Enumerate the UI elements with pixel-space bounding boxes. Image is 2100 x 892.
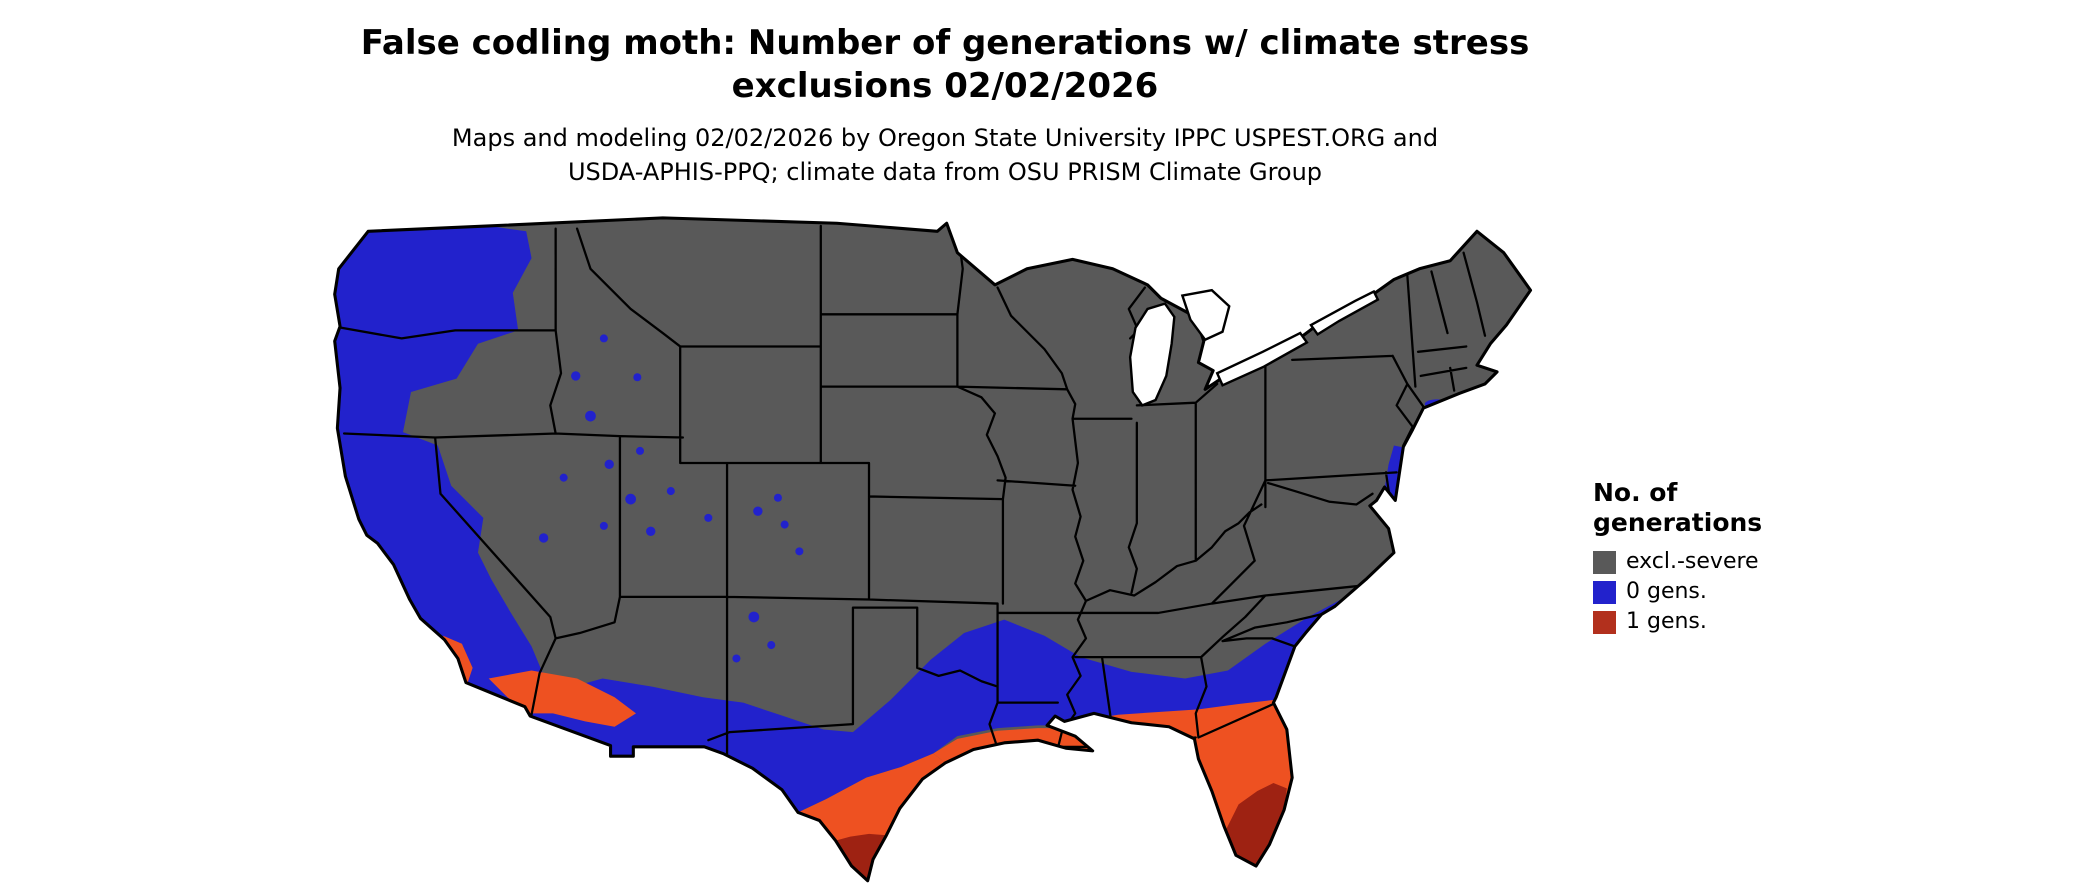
- region-1-gens-south-florida: [1226, 783, 1287, 867]
- region-0-gens-mountain-speckles: [538, 334, 804, 663]
- us-outline: [333, 216, 1533, 883]
- lake-michigan: [1128, 302, 1176, 407]
- region-0-gens-west-coast: [334, 225, 545, 715]
- legend-title-line2: generations: [1593, 508, 1763, 537]
- region-1-gens-arizona: [488, 670, 636, 727]
- page-title: False codling moth: Number of generation…: [0, 22, 1890, 107]
- legend-item-0-gens: 0 gens.: [1593, 579, 2013, 605]
- legend-swatch-1-gens: [1593, 610, 1616, 634]
- region-0-gens-southern-band: [530, 566, 1389, 813]
- legend-label-excl-severe: excl.-severe: [1626, 549, 1759, 574]
- region-1-gens-deep-south-texas: [835, 833, 887, 881]
- us-generations-map: [328, 215, 1560, 885]
- page-title-line1: False codling moth: Number of generation…: [360, 23, 1530, 63]
- lake-huron: [1180, 288, 1231, 342]
- map-svg: [333, 216, 1533, 883]
- legend-label-1-gens: 1 gens.: [1626, 609, 1707, 635]
- legend-title-line1: No. of: [1593, 478, 1678, 507]
- legend-title: No. of generations: [1593, 478, 2013, 538]
- page-subtitle-line1: Maps and modeling 02/02/2026 by Oregon S…: [451, 124, 1439, 152]
- lake-erie: [1215, 331, 1309, 387]
- page-subtitle: Maps and modeling 02/02/2026 by Oregon S…: [0, 122, 1890, 189]
- region-1-gens-south-texas: [798, 753, 946, 881]
- page-title-line2: exclusions 02/02/2026: [731, 65, 1159, 106]
- legend-item-1-gens: 1 gens.: [1593, 610, 2013, 634]
- page-subtitle-line2: USDA-APHIS-PPQ; climate data from OSU PR…: [567, 157, 1323, 186]
- region-1-gens-louisiana-coast: [933, 728, 1093, 763]
- legend-item-excl-severe: excl.-severe: [1593, 549, 2013, 574]
- legend-swatch-excl-severe: [1593, 550, 1616, 574]
- legend-label-0-gens: 0 gens.: [1626, 579, 1707, 605]
- legend-swatch-0-gens: [1593, 580, 1616, 604]
- lake-ontario: [1309, 289, 1380, 337]
- map-legend: No. of generations excl.-severe 0 gens. …: [1593, 478, 2013, 641]
- state-borders: [340, 224, 1487, 771]
